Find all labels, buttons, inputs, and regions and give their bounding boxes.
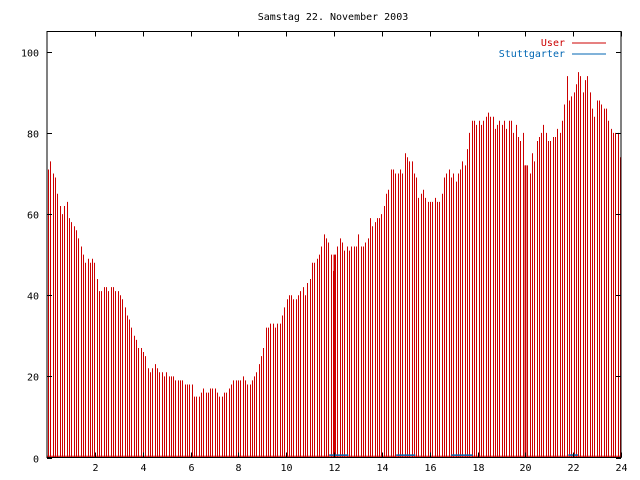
y-tick-label: 40 — [27, 292, 39, 303]
x-tick-label: 22 — [567, 463, 579, 474]
x-tick-label: 16 — [424, 463, 436, 474]
x-tick-label: 20 — [519, 463, 531, 474]
y-tick-label: 60 — [27, 211, 39, 222]
x-tick-label: 14 — [376, 463, 388, 474]
chart-title: Samstag 22. November 2003 — [258, 12, 409, 23]
x-tick-label: 18 — [472, 463, 484, 474]
legend-label-stuttgarter: Stuttgarter — [499, 49, 565, 60]
legend-label-user: User — [541, 38, 565, 49]
y-tick-label: 80 — [27, 130, 39, 141]
x-tick-label: 12 — [328, 463, 340, 474]
legend: User Stuttgarter — [499, 38, 606, 60]
y-tick-label: 20 — [27, 373, 39, 384]
y-tick-label: 0 — [33, 455, 39, 466]
x-tick-label: 8 — [235, 463, 241, 474]
x-tick-label: 10 — [280, 463, 292, 474]
x-tick-label: 2 — [92, 463, 98, 474]
y-tick-label: 100 — [21, 49, 39, 60]
x-tick-label: 4 — [140, 463, 146, 474]
x-tick-label: 6 — [188, 463, 194, 474]
bar-series-user — [47, 72, 621, 458]
x-tick-label: 24 — [615, 463, 627, 474]
